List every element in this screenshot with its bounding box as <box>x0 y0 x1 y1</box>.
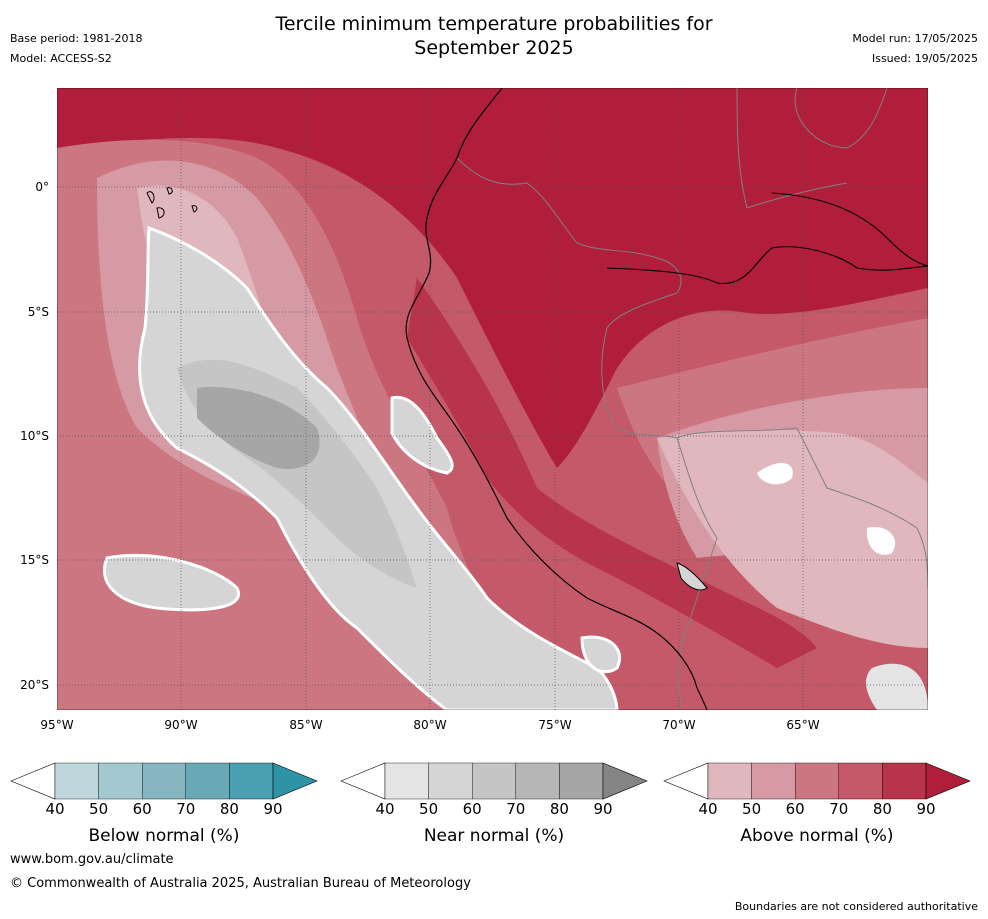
above-normal-colorbar-segment <box>838 762 883 800</box>
lon-label-75w: 75°W <box>538 718 572 732</box>
title-line-1: Tercile minimum temperature probabilitie… <box>275 13 713 35</box>
near-normal-tick-label: 40 <box>375 800 395 818</box>
above-normal-90-region-north <box>57 88 928 468</box>
near-normal-colorbar-segment <box>471 762 516 800</box>
footer-url: www.bom.gov.au/climate <box>10 852 174 867</box>
above-normal-tick-label: 70 <box>829 800 849 818</box>
above-normal-colorbar-segment <box>882 762 927 800</box>
below-normal-tick-label: 70 <box>176 800 196 818</box>
below-normal-colorbar-title: Below normal (%) <box>88 826 240 846</box>
issued-date: Issued: 19/05/2025 <box>871 52 978 65</box>
below-normal-tick-label: 40 <box>45 800 65 818</box>
above-normal-colorbar-low-end <box>663 762 709 800</box>
above-normal-colorbar-segment <box>751 762 796 800</box>
below-normal-colorbar-segment <box>54 762 99 800</box>
meta-right: Model run: 17/05/2025 Issued: 19/05/2025 <box>852 32 978 72</box>
lat-label-15s: 15°S <box>20 553 49 567</box>
below-normal-colorbar <box>10 762 318 800</box>
footer-copyright: © Commonwealth of Australia 2025, Austra… <box>10 876 471 891</box>
probability-map <box>57 88 928 710</box>
lat-label-20s: 20°S <box>20 678 49 692</box>
near-normal-tick-label: 80 <box>549 800 569 818</box>
near-normal-colorbar-segment <box>384 762 429 800</box>
galapagos-islands <box>146 187 198 219</box>
near-normal-tick-label: 60 <box>462 800 482 818</box>
footer-disclaimer: Boundaries are not considered authoritat… <box>734 900 978 913</box>
near-normal-tick-label: 70 <box>506 800 526 818</box>
white-patch-east-3 <box>865 663 928 710</box>
below-normal-colorbar-segment <box>98 762 143 800</box>
model-run: Model run: 17/05/2025 <box>852 32 978 45</box>
lake-titicaca <box>676 562 708 591</box>
below-normal-tick-label: 90 <box>263 800 283 818</box>
lat-label-5s: 5°S <box>27 305 49 319</box>
near-normal-60-region <box>197 387 320 469</box>
near-normal-colorbar <box>340 762 648 800</box>
near-normal-south-patch-2 <box>580 635 621 674</box>
near-normal-south-patch <box>103 553 240 612</box>
near-normal-colorbar-segment <box>428 762 473 800</box>
above-normal-tick-label: 60 <box>785 800 805 818</box>
lat-label-0: 0° <box>35 180 49 194</box>
below-normal-colorbar-segment <box>141 762 186 800</box>
below-normal-tick-label: 60 <box>132 800 152 818</box>
below-normal-tick-label: 80 <box>219 800 239 818</box>
above-normal-colorbar <box>663 762 971 800</box>
lon-label-70w: 70°W <box>662 718 696 732</box>
near-normal-tick-label: 90 <box>593 800 613 818</box>
white-patch-east-1 <box>757 462 793 485</box>
above-normal-tick-label: 80 <box>872 800 892 818</box>
near-normal-colorbar-high-end <box>602 762 648 800</box>
below-normal-tick-label: 50 <box>89 800 109 818</box>
lat-label-10s: 10°S <box>20 429 49 443</box>
above-normal-colorbar-high-end <box>925 762 971 800</box>
near-normal-40-region <box>138 225 619 710</box>
below-normal-colorbar-high-end <box>272 762 318 800</box>
lon-label-85w: 85°W <box>289 718 323 732</box>
grid-lines <box>57 88 928 710</box>
above-normal-50-east <box>657 429 928 648</box>
above-normal-90-band-andes <box>407 278 817 668</box>
model-name: Model: ACCESS-S2 <box>10 52 112 65</box>
white-patch-east-2 <box>866 527 896 555</box>
near-normal-colorbar-title: Near normal (%) <box>423 826 565 846</box>
below-normal-colorbar-low-end <box>10 762 56 800</box>
amazon-river <box>606 192 928 284</box>
lon-label-95w: 95°W <box>40 718 74 732</box>
country-borders <box>456 88 928 710</box>
above-normal-colorbar-segment <box>794 762 839 800</box>
near-normal-colorbar-segment <box>515 762 560 800</box>
lon-label-90w: 90°W <box>164 718 198 732</box>
above-normal-tick-label: 90 <box>916 800 936 818</box>
near-normal-colorbar-segment <box>559 762 604 800</box>
below-normal-colorbar-segment <box>229 762 274 800</box>
above-normal-colorbar-segment <box>707 762 752 800</box>
near-normal-coastal-patch <box>390 395 454 475</box>
lon-label-80w: 80°W <box>413 718 447 732</box>
base-period: Base period: 1981-2018 <box>10 32 143 45</box>
above-normal-tick-label: 40 <box>698 800 718 818</box>
below-normal-colorbar-segment <box>185 762 230 800</box>
lon-label-65w: 65°W <box>786 718 820 732</box>
title-line-2: September 2025 <box>414 37 574 59</box>
above-normal-tick-label: 50 <box>742 800 762 818</box>
meta-left: Base period: 1981-2018 Model: ACCESS-S2 <box>10 32 142 72</box>
above-normal-colorbar-title: Above normal (%) <box>740 826 894 846</box>
near-normal-colorbar-low-end <box>340 762 386 800</box>
map-title: Tercile minimum temperature probabilitie… <box>0 12 988 60</box>
coastline <box>405 88 708 710</box>
near-normal-tick-label: 50 <box>419 800 439 818</box>
